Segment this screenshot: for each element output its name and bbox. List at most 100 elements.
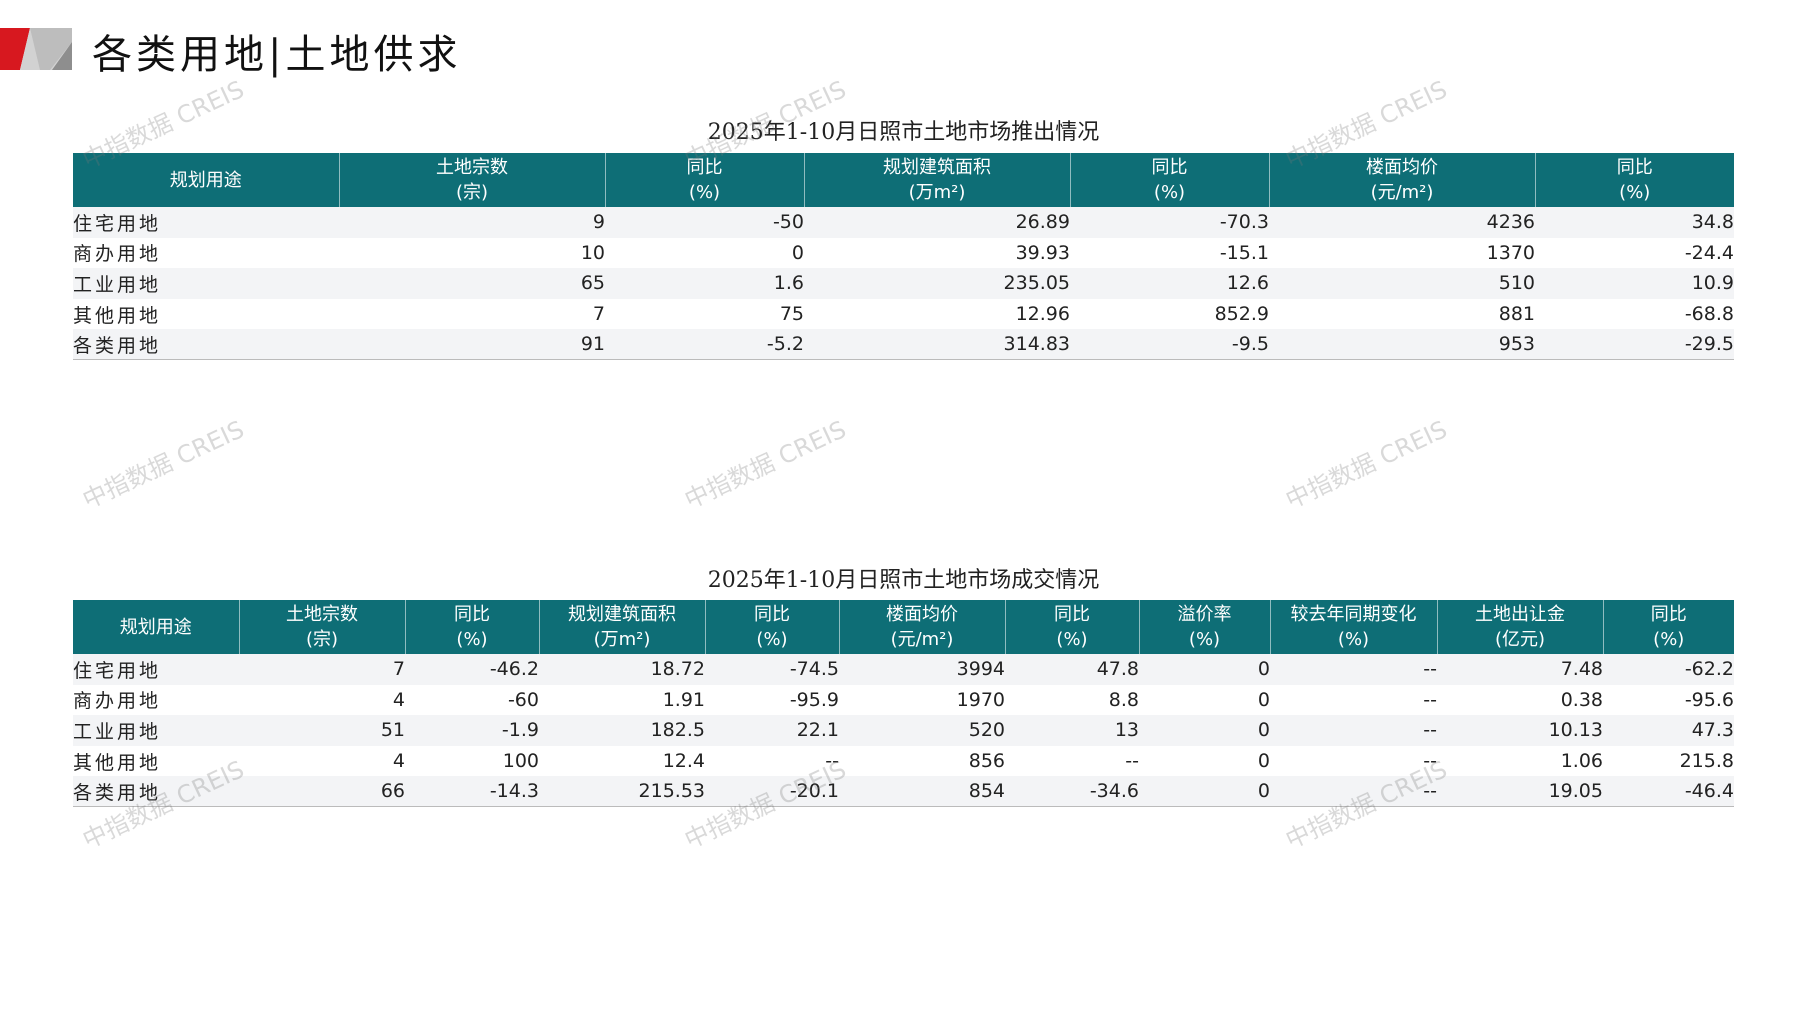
table-cell: 8.8 — [1108, 688, 1139, 711]
table-cell: 4 — [392, 688, 405, 711]
header-text: 溢价率 — [1177, 604, 1232, 625]
row-label: 商办用地 — [73, 690, 162, 713]
watermark: 中指数据 CREIS — [78, 415, 249, 515]
table-cell: -15.1 — [1219, 241, 1269, 264]
row-label: 其他用地 — [73, 304, 162, 327]
table-cell: -9.5 — [1070, 329, 1269, 361]
table-cell: 7.48 — [1437, 654, 1603, 685]
table-cell: -95.9 — [789, 688, 839, 711]
table-cell: 1.06 — [1560, 750, 1603, 773]
table-cell: 9 — [339, 207, 605, 238]
table-cell: 13 — [1005, 715, 1139, 746]
table-cell: 75 — [779, 303, 804, 326]
row-label: 各类用地 — [73, 329, 339, 361]
table-cell: 7 — [592, 303, 605, 326]
table-row: 商办用地 10 0 39.93 -15.1 1370 -24.4 — [73, 238, 1734, 269]
table2-title: 2025年1-10月日照市土地市场成交情况 — [707, 568, 1100, 593]
table-cell: 18.72 — [539, 654, 705, 685]
land-transaction-table: 规划用途 土地宗数 (宗) 同比 (%) 规划建筑面积 (万m²) 同比 (%) 楼面均价 (元/m… — [73, 600, 1734, 808]
table-cell: -60 — [507, 688, 539, 711]
row-label: 住宅用地 — [73, 207, 339, 238]
table-cell: -68.8 — [1684, 303, 1734, 326]
table-row: 工业用地 51 -1.9 182.5 22.1 520 13 0 -- 10.13 47.3 — [73, 715, 1734, 746]
column-header: 土地宗数 (宗) — [239, 600, 406, 654]
header-text: 同比 — [686, 157, 723, 178]
table-cell: 65 — [339, 268, 605, 299]
table-cell: -- — [1423, 750, 1437, 773]
header-text: 规划用途 — [119, 616, 192, 638]
column-header: 规划用途 — [73, 153, 340, 207]
table-cell: 520 — [839, 715, 1005, 746]
table-cell: 51 — [239, 715, 405, 746]
table-cell: -74.5 — [705, 654, 839, 685]
column-header: 规划建筑面积 (万m²) — [804, 153, 1071, 207]
table-cell: 314.83 — [804, 329, 1070, 361]
header-text: (%) — [688, 182, 721, 203]
table-cell: -29.5 — [1535, 329, 1734, 361]
table-cell: 510 — [1269, 268, 1535, 299]
table-cell: 1.6 — [605, 268, 804, 299]
table-cell: -62.2 — [1603, 654, 1734, 685]
table-cell: 856 — [968, 750, 1005, 773]
header-text: (%) — [1188, 629, 1221, 650]
table-cell: -34.6 — [1005, 776, 1139, 808]
header-text: (%) — [1153, 182, 1186, 203]
table-cell: -- — [825, 750, 839, 773]
header-text: (%) — [1653, 629, 1685, 650]
table-cell: 1.91 — [662, 688, 705, 711]
row-label: 其他用地 — [73, 751, 162, 774]
header-text: 同比 — [1650, 604, 1687, 625]
table1-title: 2025年1-10月日照市土地市场推出情况 — [707, 120, 1100, 145]
column-header: 楼面均价 (元/m²) — [1269, 153, 1536, 207]
table-cell: -14.3 — [405, 776, 539, 808]
table-cell: 91 — [339, 329, 605, 361]
table-cell: 0 — [1257, 750, 1270, 773]
column-header: 规划建筑面积 (万m²) — [539, 600, 706, 654]
column-header: 溢价率 (%) — [1139, 600, 1271, 654]
table-cell: 12.6 — [1070, 268, 1269, 299]
row-label: 工业用地 — [73, 268, 339, 299]
column-header: 楼面均价 (元/m²) — [839, 600, 1006, 654]
table-cell: 0 — [791, 241, 804, 264]
header-text: 规划建筑面积 — [883, 157, 991, 178]
header-text: (%) — [1619, 182, 1651, 203]
table-cell: 0 — [1139, 715, 1270, 746]
table-cell: 26.89 — [804, 207, 1070, 238]
header-text: (元/m²) — [890, 629, 954, 650]
table-cell: 215.53 — [539, 776, 705, 808]
table-cell: 1970 — [956, 688, 1005, 711]
table-row: 其他用地 7 75 12.96 852.9 881 -68.8 — [73, 299, 1734, 330]
table-cell: 852.9 — [1214, 303, 1269, 326]
table-cell: 4236 — [1269, 207, 1535, 238]
table-cell: 182.5 — [539, 715, 705, 746]
table-cell: -20.1 — [705, 776, 839, 808]
table-row: 各类用地 91 -5.2 314.83 -9.5 953 -29.5 — [73, 329, 1734, 361]
page-title: 各类用地|土地供求 — [92, 32, 462, 78]
table-cell: 0 — [1139, 654, 1270, 685]
table-cell: 47.8 — [1005, 654, 1139, 685]
header-text: (%) — [456, 629, 488, 650]
header-text: 同比 — [454, 604, 490, 625]
table-cell: 0 — [1139, 776, 1270, 808]
header-text: (宗) — [455, 182, 489, 203]
table-cell: 100 — [502, 750, 539, 773]
table-cell: 3994 — [839, 654, 1005, 685]
table-cell: -- — [1270, 715, 1437, 746]
column-header: 同比 (%) — [705, 600, 840, 654]
header-text: 楼面均价 — [886, 604, 958, 625]
table-cell: 39.93 — [1015, 241, 1070, 264]
header-text: 同比 — [1151, 157, 1188, 178]
table-cell: 0.38 — [1560, 688, 1603, 711]
header-text: 土地出让金 — [1475, 604, 1565, 625]
land-supply-table: 规划用途 土地宗数 (宗) 同比 (%) 规划建筑面积 (万m²) 同比 (%) 楼面均价 (元/m… — [73, 153, 1734, 361]
table-cell: -1.9 — [405, 715, 539, 746]
column-header: 规划用途 — [73, 600, 240, 654]
table-cell: -5.2 — [605, 329, 804, 361]
table-cell: -- — [1270, 776, 1437, 808]
table-cell: 881 — [1498, 303, 1535, 326]
table-cell: -24.4 — [1684, 241, 1734, 264]
header-text: (宗) — [305, 629, 339, 650]
table-cell: 66 — [239, 776, 405, 808]
header-text: 同比 — [1616, 157, 1653, 178]
header-text: 同比 — [1054, 604, 1090, 625]
